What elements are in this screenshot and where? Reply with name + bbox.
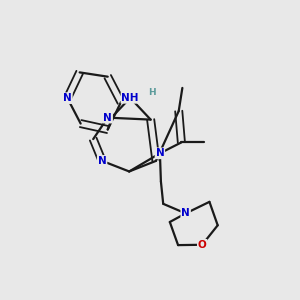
- Text: N: N: [98, 156, 106, 166]
- Text: O: O: [198, 240, 207, 250]
- Text: H: H: [148, 88, 156, 97]
- Text: NH: NH: [122, 93, 139, 103]
- Text: N: N: [103, 112, 112, 123]
- Text: N: N: [155, 148, 164, 158]
- Text: N: N: [63, 93, 72, 103]
- Text: N: N: [181, 208, 190, 218]
